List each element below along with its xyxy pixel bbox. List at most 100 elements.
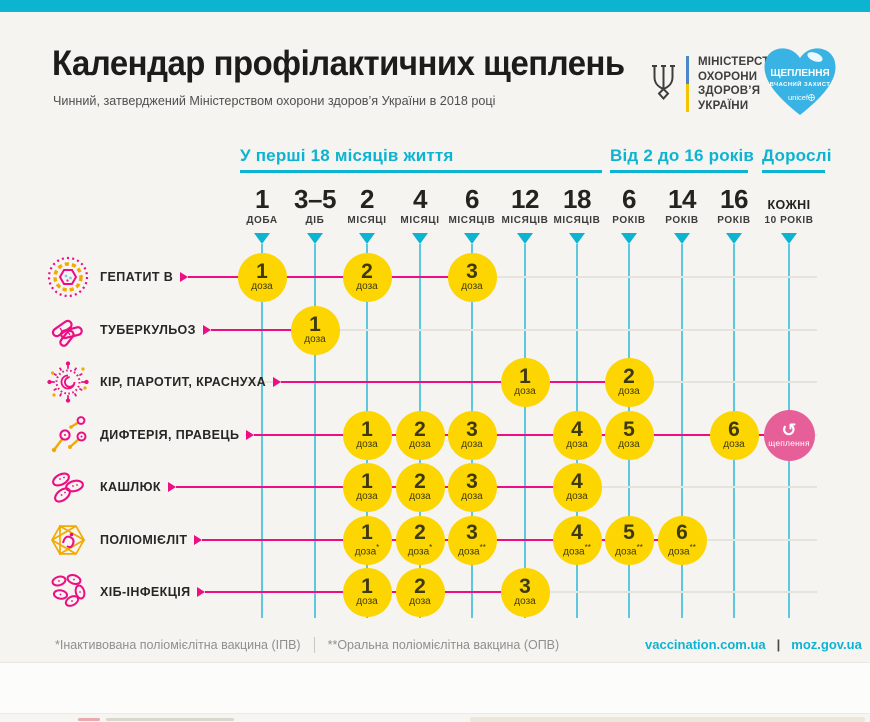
dose-number: 2: [414, 520, 426, 544]
dose-number: 3: [519, 575, 531, 598]
dose-circle: 5 доза: [604, 410, 654, 460]
column-header: 1 ДОБА: [222, 186, 302, 244]
dose-word: доза: [251, 281, 273, 292]
row-connector-line: [281, 380, 629, 384]
column-unit: РОКІВ: [717, 215, 751, 226]
ministry-logo: МІНІСТЕРСТВО ОХОРОНИ ЗДОРОВ’Я УКРАЇНИ: [650, 55, 787, 113]
dose-number: 3: [466, 260, 478, 283]
dose-circle: 3 доза: [447, 410, 497, 460]
dose-word: доза: [723, 439, 745, 450]
column-value: КОЖНІ: [767, 198, 811, 212]
row-label: ДИФТЕРІЯ, ПРАВЕЦЬ: [100, 428, 240, 442]
dose-word: доза: [356, 596, 378, 607]
refresh-icon: ↺: [781, 420, 797, 440]
link-vaccination-site[interactable]: vaccination.com.ua: [645, 637, 766, 652]
top-accent-bar: [0, 0, 870, 12]
dose-word: доза: [514, 386, 536, 397]
section-header-first-18-months: У перші 18 місяців життя: [240, 146, 602, 173]
column-value: 6: [465, 184, 479, 214]
dose-word: доза: [618, 439, 640, 450]
column-unit: ДОБА: [246, 215, 278, 226]
section-header-adults: Дорослі: [762, 146, 831, 173]
column-value: 3–5: [294, 184, 336, 214]
page-subtitle: Чинний, затверджений Міністерством охоро…: [53, 93, 496, 108]
dose-word: доза**: [458, 542, 486, 558]
row-band: ГЕПАТИТ В: [100, 266, 472, 288]
dose-number: 6: [676, 520, 688, 544]
dose-circle: 2 доза: [395, 567, 445, 617]
ministry-flag-divider: [686, 56, 689, 112]
dose-circle: 1 доза*: [342, 515, 392, 565]
column-unit: 10 РОКІВ: [764, 215, 814, 226]
hepatitis-b-icon: [46, 255, 90, 299]
row-label: ГЕПАТИТ В: [100, 270, 174, 284]
dose-circle: 3 доза: [447, 252, 497, 302]
dose-circle: 3 доза: [447, 462, 497, 512]
column-value: 1: [255, 184, 269, 214]
down-triangle-icon: [517, 233, 533, 244]
dose-footnote-mark: *: [429, 542, 433, 552]
dose-word: доза: [461, 439, 483, 450]
down-triangle-icon: [726, 233, 742, 244]
row-arrow-icon: [167, 482, 176, 492]
dose-word: доза*: [407, 542, 433, 558]
row-connector-line: [254, 433, 789, 437]
dose-word: доза: [566, 439, 588, 450]
dose-circle: 2 доза*: [395, 515, 445, 565]
row-connector-line: [210, 328, 315, 332]
column-value: 14: [668, 184, 696, 214]
ministry-name-line: МІНІСТЕРСТВО: [698, 56, 787, 68]
dose-circle: 4 доза**: [552, 515, 602, 565]
dose-number: 1: [361, 520, 373, 544]
column-unit: МІСЯЦІВ: [448, 215, 496, 226]
column-unit: МІСЯЦІВ: [501, 215, 549, 226]
down-triangle-icon: [359, 233, 375, 244]
down-triangle-icon: [412, 233, 428, 244]
dose-word: доза: [356, 281, 378, 292]
dose-number: 6: [728, 418, 740, 441]
unicef-logo-text: unicef: [788, 93, 809, 102]
column-unit: МІСЯЦІВ: [553, 215, 601, 226]
column-header: 14 РОКІВ: [642, 186, 722, 244]
ministry-name-line: ОХОРОНИ: [698, 70, 758, 83]
dose-word: доза**: [563, 542, 591, 558]
links-divider: |: [776, 637, 781, 652]
column-header: 6 РОКІВ: [589, 186, 669, 244]
dose-number: 1: [309, 313, 321, 336]
revaccination-label: щеплення: [768, 438, 810, 448]
revaccination-circle: ↺ щеплення: [763, 409, 815, 461]
dose-circle: 6 доза: [709, 410, 759, 460]
column-unit: МІСЯЦІ: [400, 215, 440, 226]
dose-word: доза**: [615, 542, 643, 558]
dose-number: 1: [256, 260, 268, 283]
column-header: 2 МІСЯЦІ: [327, 186, 407, 244]
dose-word: доза: [356, 491, 378, 502]
dose-number: 2: [414, 418, 426, 441]
column-header: 18 МІСЯЦІВ: [537, 186, 617, 244]
dose-number: 1: [361, 575, 373, 598]
row-label: КІР, ПАРОТИТ, КРАСНУХА: [100, 375, 267, 389]
column-header: 12 МІСЯЦІВ: [485, 186, 565, 244]
row-arrow-icon: [197, 587, 206, 597]
dose-footnote-mark: *: [376, 542, 380, 552]
row-arrow-icon: [194, 535, 203, 545]
cut-off-content: [106, 718, 234, 721]
heart-subtitle: ВЧАСНИЙ ЗАХИСТ: [770, 80, 831, 88]
row-band: КІР, ПАРОТИТ, КРАСНУХА: [100, 371, 629, 393]
trident-icon: [650, 63, 677, 106]
column-value: 12: [511, 184, 539, 214]
dose-word: доза: [304, 334, 326, 345]
dose-number: 4: [571, 418, 583, 441]
grid-column-line: [681, 244, 683, 618]
link-moz-site[interactable]: moz.gov.ua: [791, 637, 862, 652]
down-triangle-icon: [307, 233, 323, 244]
dose-number: 4: [571, 470, 583, 493]
polio-icon: [46, 518, 90, 562]
footnote-ipv: *Інактивована поліомієлітна вакцина (ІПВ…: [55, 638, 301, 652]
row-connector-line: [188, 275, 472, 279]
column-value: 4: [413, 184, 427, 214]
dose-circle: 1 доза: [500, 357, 550, 407]
column-header: 3–5 ДІБ: [275, 186, 355, 244]
dose-footnote-mark: **: [689, 542, 696, 552]
